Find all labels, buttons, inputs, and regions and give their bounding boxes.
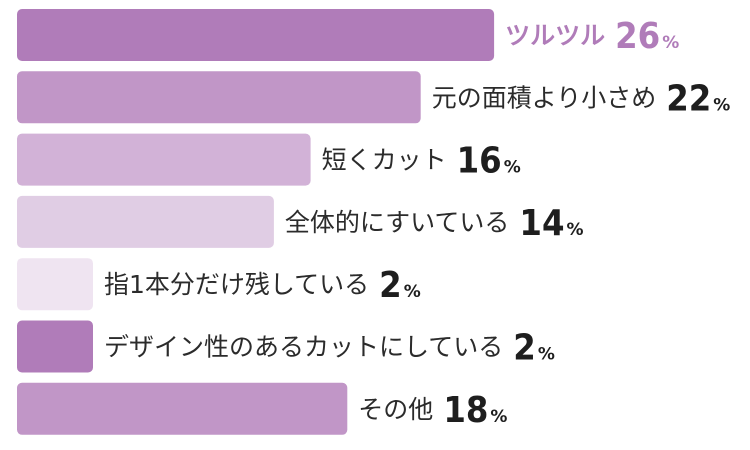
value-number-3: 14 xyxy=(519,203,564,244)
value-number-0: 26 xyxy=(615,16,660,57)
bar-5 xyxy=(17,320,93,373)
value-unit-5: % xyxy=(538,345,555,365)
bar-4 xyxy=(17,258,93,311)
bar-label-4: 指1本分だけ残している xyxy=(104,270,369,299)
value-unit-1: % xyxy=(713,95,730,115)
value-number-6: 18 xyxy=(443,390,488,431)
bar-label-6: その他 xyxy=(358,395,433,424)
bar-2 xyxy=(17,133,311,186)
value-unit-0: % xyxy=(662,33,679,53)
value-label-3: 14% xyxy=(519,203,583,244)
value-number-4: 2 xyxy=(379,265,402,306)
value-label-5: 2% xyxy=(513,328,555,369)
value-label-6: 18% xyxy=(443,390,507,431)
bar-label-0: ツルツル xyxy=(505,21,605,50)
value-unit-6: % xyxy=(490,407,507,427)
value-unit-3: % xyxy=(566,220,583,240)
bar-label-1: 元の面積より小さめ xyxy=(432,83,657,112)
bar-label-5: デザイン性のあるカットにしている xyxy=(104,333,503,362)
bar-6 xyxy=(17,382,348,435)
bar-label-3: 全体的にすいている xyxy=(285,208,510,237)
bar-1 xyxy=(17,71,421,124)
bar-label-2: 短くカット xyxy=(322,146,447,175)
value-number-2: 16 xyxy=(457,141,502,182)
bar-3 xyxy=(17,195,274,248)
value-label-2: 16% xyxy=(457,141,521,182)
value-unit-2: % xyxy=(504,158,521,178)
value-unit-4: % xyxy=(404,282,421,302)
bar-0 xyxy=(17,9,495,61)
value-label-1: 22% xyxy=(666,78,730,119)
value-number-5: 2 xyxy=(513,328,536,369)
value-number-1: 22 xyxy=(666,78,711,119)
value-label-4: 2% xyxy=(379,265,421,306)
value-label-0: 26% xyxy=(615,16,679,57)
